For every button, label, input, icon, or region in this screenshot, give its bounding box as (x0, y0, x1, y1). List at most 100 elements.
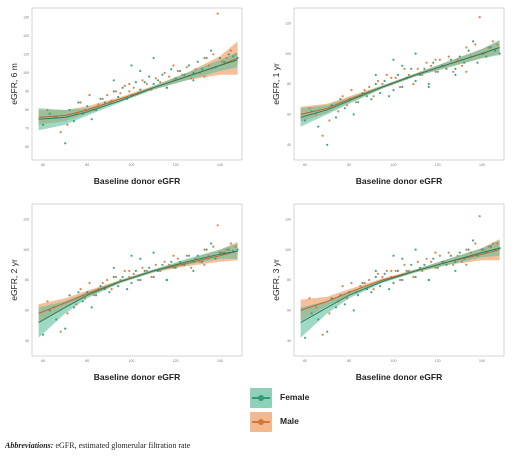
data-point-female (170, 260, 173, 263)
data-point-female (174, 266, 177, 269)
data-point-male (390, 76, 393, 79)
y-tick-label: 80 (287, 278, 291, 282)
data-point-female (334, 306, 338, 309)
y-tick-label: 120 (23, 34, 29, 38)
confidence-band-female (300, 240, 500, 338)
trend-line-female (38, 250, 238, 324)
y-tick-label: 80 (25, 278, 29, 282)
data-point-male (456, 58, 459, 61)
x-tick-label: 120 (173, 359, 179, 363)
data-point-male (452, 263, 455, 266)
data-point-female (64, 142, 67, 145)
data-point-female (156, 79, 160, 82)
y-tick-label: 100 (23, 248, 29, 252)
legend: Female Male (244, 384, 334, 432)
data-point-male (207, 64, 210, 67)
data-point-male (350, 89, 353, 92)
data-point-male (368, 85, 371, 89)
data-point-female (126, 288, 129, 291)
data-point-male (185, 66, 188, 69)
data-point-female (165, 86, 168, 89)
data-point-male (229, 49, 232, 52)
data-point-male (430, 260, 433, 263)
data-point-female (152, 251, 155, 254)
data-point-male (106, 278, 109, 282)
data-point-male (372, 288, 375, 291)
data-point-male (315, 113, 318, 116)
data-point-female (99, 285, 102, 288)
data-point-female (427, 85, 430, 89)
data-point-female (414, 248, 417, 251)
y-tick-label: 70 (25, 127, 29, 131)
data-point-male (465, 46, 468, 49)
data-point-female (214, 257, 217, 260)
data-point-male (394, 76, 397, 79)
trend-line-male (300, 249, 500, 311)
data-point-female (183, 73, 186, 76)
x-tick-label: 120 (435, 359, 441, 363)
data-point-male (185, 254, 188, 257)
data-point-male (376, 272, 380, 275)
data-point-male (97, 103, 100, 106)
data-point-male (110, 288, 113, 291)
data-point-male (328, 119, 331, 122)
data-point-female (108, 291, 111, 294)
data-point-female (361, 281, 364, 285)
data-point-male (172, 254, 175, 257)
data-point-female (72, 120, 76, 123)
data-point-female (401, 64, 404, 67)
legend-dot-female (258, 395, 264, 401)
y-tick-label: 80 (25, 108, 29, 112)
data-point-male (106, 94, 109, 97)
data-point-female (55, 318, 58, 321)
data-point-female (112, 275, 115, 279)
data-point-male (399, 85, 402, 89)
data-point-female (139, 69, 142, 73)
data-point-male (412, 82, 415, 86)
data-point-male (59, 330, 62, 333)
data-point-female (210, 242, 213, 245)
data-point-female (339, 98, 342, 101)
data-point-female (236, 248, 239, 251)
data-point-female (196, 60, 199, 63)
x-tick-label: 80 (85, 163, 89, 167)
data-point-male (465, 70, 468, 73)
chart-panel-2yr: 60 80 100 120 140 40 60 80 100 120 eGFR, 2 yr Basel… (9, 203, 243, 382)
data-point-male (229, 242, 232, 245)
data-point-male (341, 95, 344, 98)
y-tick-label: 40 (25, 339, 29, 343)
data-point-female (152, 275, 155, 279)
data-point-male (346, 297, 349, 300)
data-point-female (436, 266, 439, 269)
data-point-male (425, 257, 428, 260)
data-point-male (478, 215, 481, 218)
data-point-female (42, 123, 45, 126)
data-point-female (77, 101, 80, 104)
data-point-male (447, 55, 450, 58)
data-point-male (46, 108, 49, 112)
data-point-male (88, 94, 91, 97)
y-tick-label: 60 (287, 113, 291, 117)
data-point-male (447, 251, 450, 254)
data-point-female (454, 269, 457, 272)
y-tick-label: 60 (25, 309, 29, 313)
data-point-female (392, 89, 395, 92)
data-point-male (159, 81, 162, 84)
data-point-female (396, 269, 399, 272)
data-point-male (308, 297, 311, 300)
data-point-female (343, 303, 346, 306)
y-tick-label: 90 (25, 90, 29, 94)
data-point-female (472, 239, 475, 242)
data-point-female (139, 278, 142, 282)
x-tick-label: 80 (347, 163, 351, 167)
legend-label-female: Female (280, 392, 310, 402)
data-point-male (132, 86, 135, 89)
data-point-male (308, 107, 311, 110)
data-point-male (496, 242, 499, 245)
data-point-male (381, 82, 384, 86)
data-point-male (416, 67, 419, 70)
data-point-female (418, 73, 422, 76)
data-point-female (143, 81, 146, 84)
data-point-male (203, 75, 206, 78)
data-point-male (368, 278, 371, 282)
